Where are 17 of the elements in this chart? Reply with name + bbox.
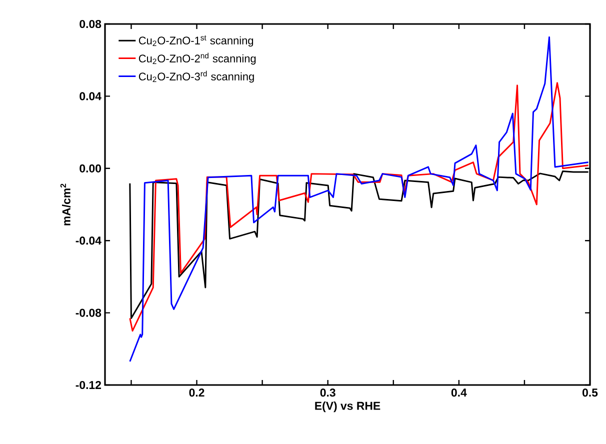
legend-label: Cu$_{2}$O-ZnO-1$^{st}$ scanning — [138, 35, 254, 47]
y-tick-label: 0.04 — [80, 92, 102, 100]
x-tick-label: 0.3 — [320, 388, 336, 397]
y-tick-label: 0.08 — [80, 20, 102, 28]
x-tick-label: 0.4 — [451, 388, 467, 397]
line-series — [129, 82, 590, 332]
y-tick-label: 0.00 — [80, 164, 102, 172]
x-tick-label: 0.5 — [582, 388, 598, 397]
y-tick-label: -0.04 — [76, 236, 102, 245]
legend-label: Cu$_{2}$O-ZnO-2$^{nd}$ scanning — [138, 52, 256, 65]
legend-label: Cu$_{2}$O-ZnO-3$^{rd}$ scanning — [138, 70, 254, 83]
line-series — [129, 36, 590, 362]
y-tick-label: -0.08 — [76, 308, 102, 317]
y-tick-label: -0.12 — [76, 380, 102, 390]
x-axis-title: E(V) vs RHE — [315, 401, 380, 412]
y-axis-title: mA/cm$^{2}$ — [60, 184, 71, 226]
x-tick-label: 0.2 — [189, 388, 204, 397]
